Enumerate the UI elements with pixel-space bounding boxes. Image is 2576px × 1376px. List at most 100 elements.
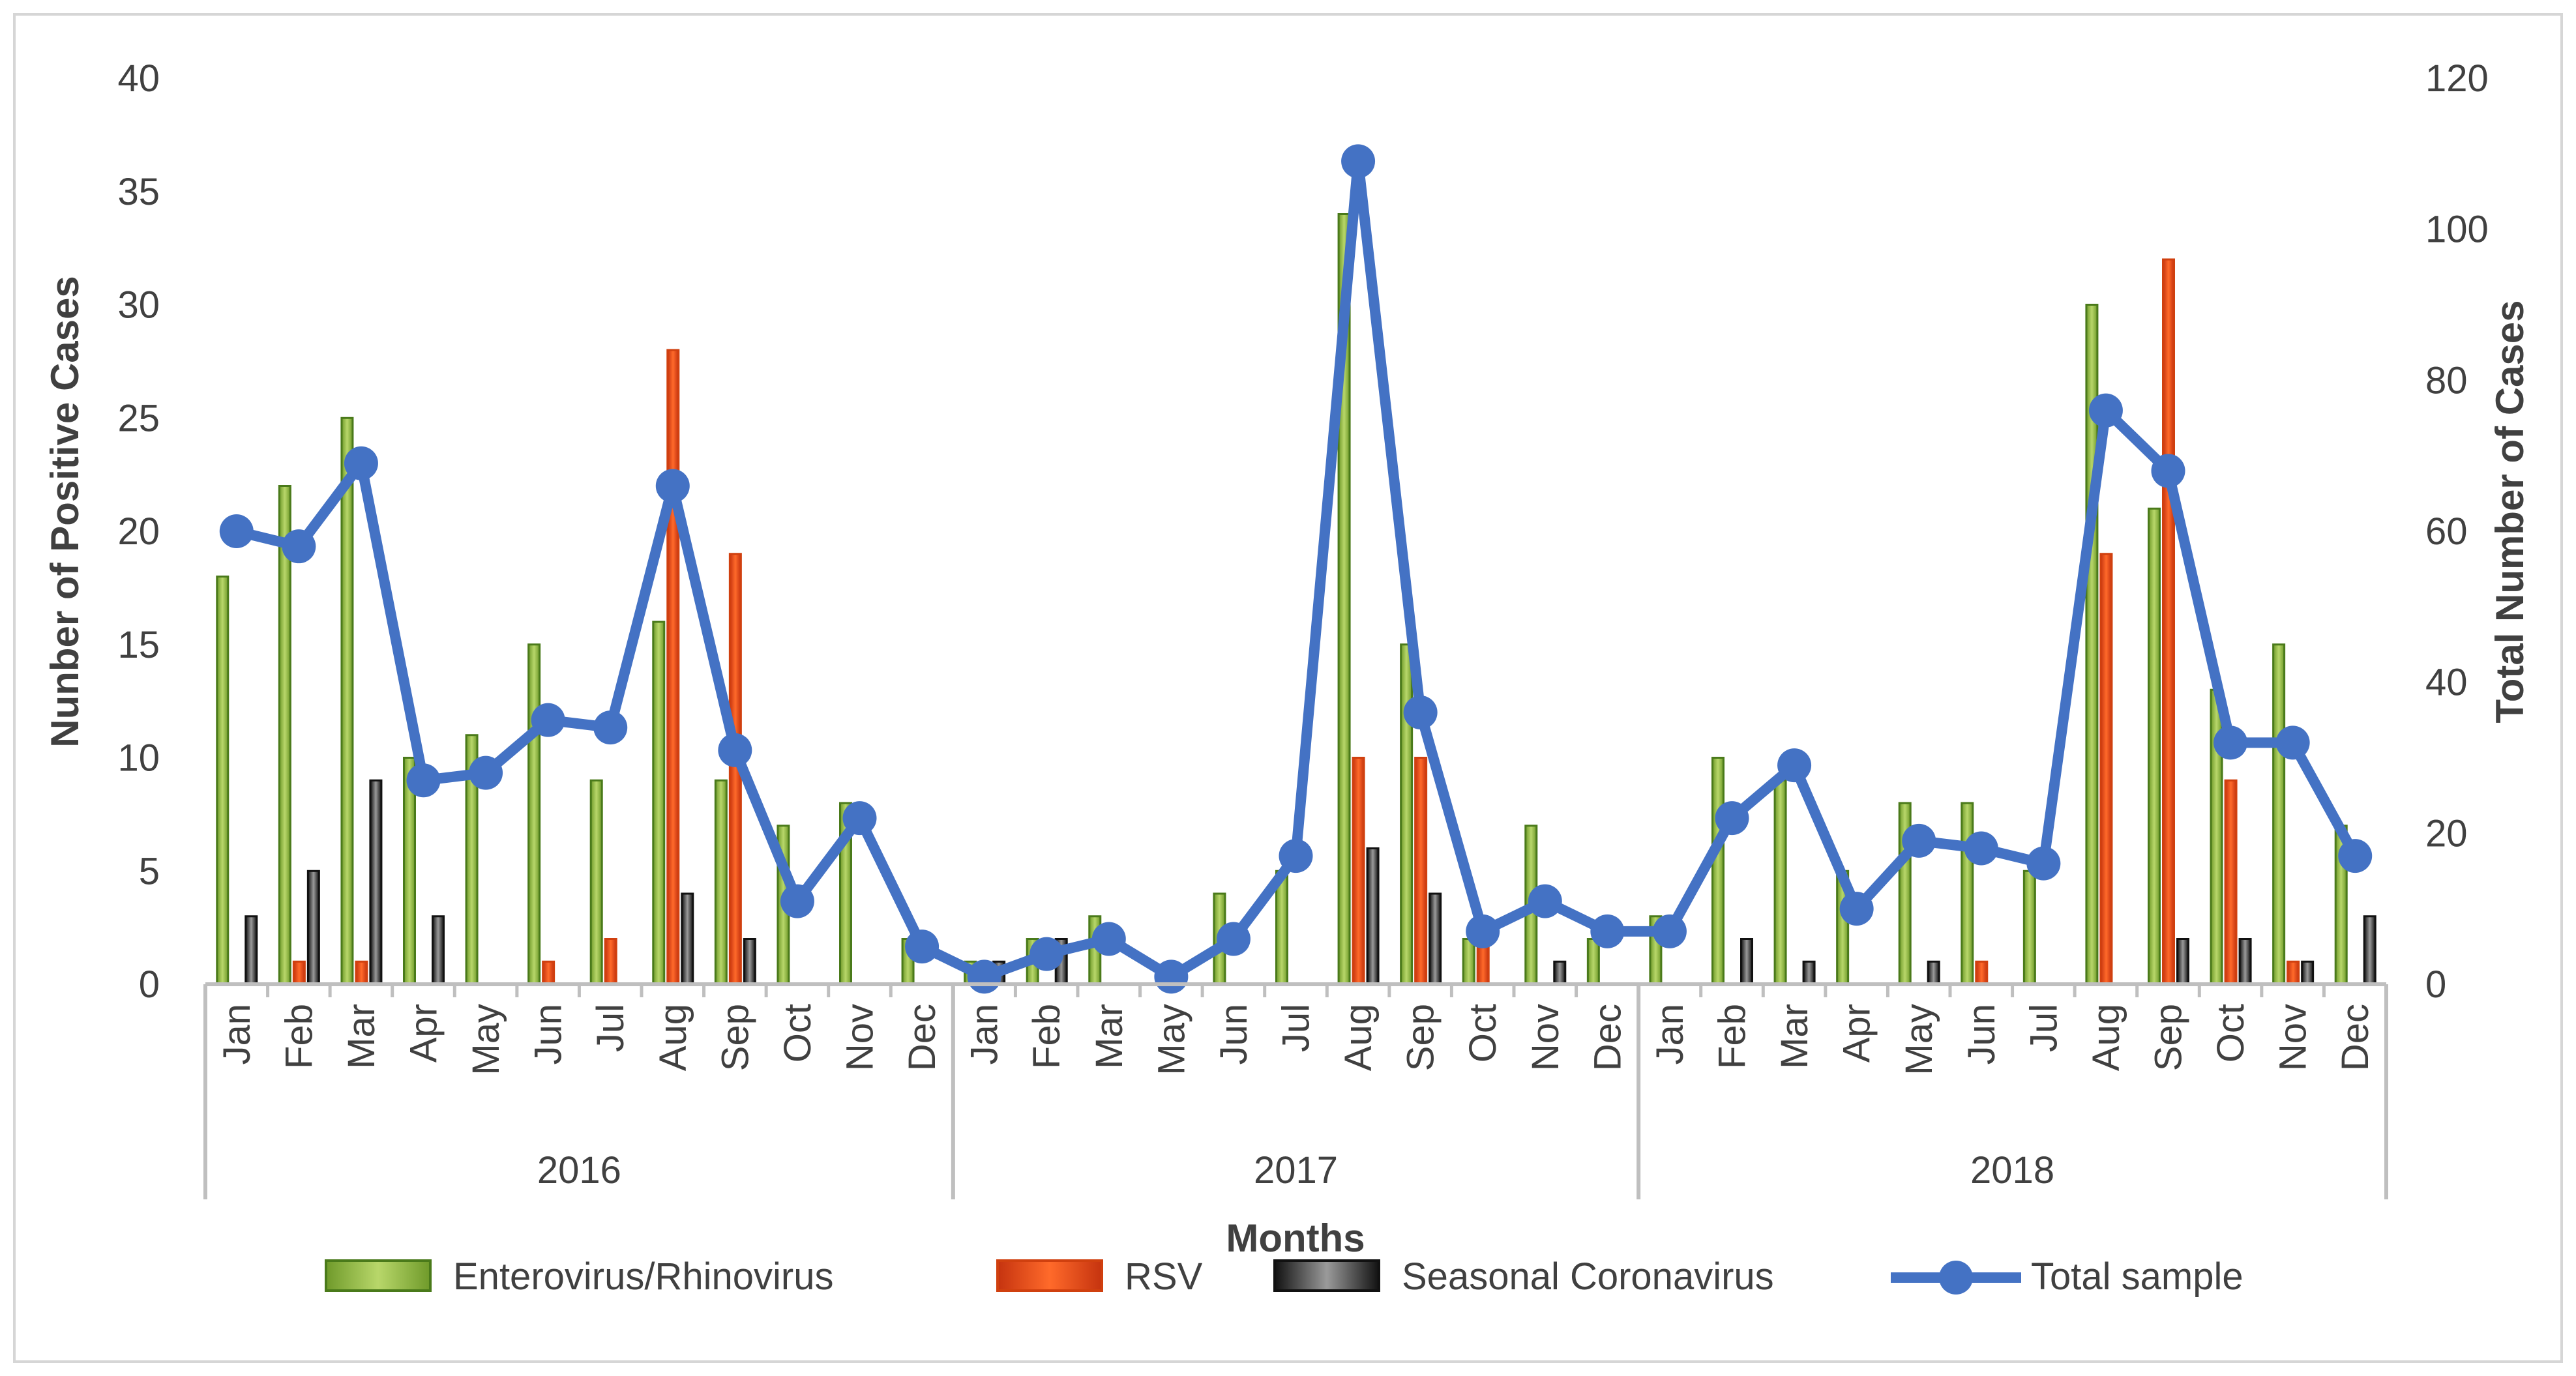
- y2-tick-label: 20: [2425, 812, 2468, 855]
- x-tick-label: Mar: [340, 1004, 383, 1069]
- x-tick-label: Oct: [777, 1004, 819, 1062]
- total-sample-point: [593, 710, 628, 745]
- y-tick-label: 10: [117, 737, 160, 780]
- x-tick-label: Jul: [1275, 1004, 1318, 1052]
- x-tick-label: Dec: [1586, 1004, 1629, 1071]
- x-tick-label: Sep: [714, 1004, 756, 1071]
- bar-rsv: [292, 960, 306, 986]
- bar-seasonal-coronavirus: [306, 870, 320, 986]
- year-label: 2016: [537, 1149, 621, 1192]
- y2-tick-label: 60: [2425, 510, 2468, 553]
- y-tick-label: 5: [139, 850, 160, 892]
- total-sample-point: [780, 884, 814, 918]
- bar-seasonal-coronavirus: [1366, 847, 1380, 986]
- x-tick-label: Sep: [2148, 1004, 2190, 1071]
- y2-axis-title: Total Number of Cases: [2488, 300, 2532, 723]
- total-sample-point: [967, 959, 1001, 994]
- bar-seasonal-coronavirus: [2363, 915, 2376, 986]
- x-tick-label: Feb: [1026, 1004, 1068, 1069]
- bar-enterovirus-rhinovirus: [216, 576, 229, 986]
- total-sample-point: [1964, 831, 1998, 866]
- bar-enterovirus-rhinovirus: [589, 779, 603, 986]
- total-sample-point: [1652, 914, 1687, 948]
- total-sample-point: [531, 703, 565, 737]
- x-tick-label: Feb: [278, 1004, 320, 1069]
- total-sample-point: [1403, 695, 1438, 729]
- x-tick-label: Apr: [403, 1004, 445, 1062]
- bar-enterovirus-rhinovirus: [1773, 779, 1787, 986]
- total-sample-point: [2088, 393, 2123, 428]
- total-sample-point: [2026, 846, 2061, 881]
- y2-tick-label: 100: [2425, 209, 2489, 251]
- chart-frame: [13, 13, 2563, 1363]
- legend-swatch: [325, 1259, 432, 1292]
- bar-rsv: [604, 938, 617, 986]
- total-sample-point: [655, 469, 690, 503]
- y-tick-label: 15: [117, 624, 160, 666]
- total-sample-point: [1341, 144, 1376, 179]
- total-sample-point: [1839, 892, 1874, 926]
- bar-rsv: [2287, 960, 2300, 986]
- bar-rsv: [1414, 757, 1428, 986]
- year-label: 2018: [1970, 1149, 2054, 1192]
- bar-enterovirus-rhinovirus: [340, 417, 354, 986]
- y2-tick-label: 40: [2425, 662, 2468, 704]
- bar-seasonal-coronavirus: [369, 779, 383, 986]
- x-axis-title: Months: [1226, 1216, 1365, 1260]
- x-tick-label: Jun: [1213, 1004, 1255, 1065]
- y-tick-label: 25: [117, 397, 160, 439]
- x-tick-label: Mar: [1088, 1004, 1131, 1069]
- legend-swatch: [996, 1259, 1103, 1292]
- bar-enterovirus-rhinovirus: [714, 779, 728, 986]
- x-tick-label: Jan: [216, 1004, 258, 1065]
- total-sample-point: [1154, 959, 1189, 994]
- y-axis-title: Nunber of Positive Cases: [43, 276, 87, 748]
- x-tick-label: May: [1898, 1004, 1940, 1076]
- x-tick-label: Dec: [2334, 1004, 2376, 1071]
- total-sample-point: [2213, 725, 2248, 760]
- x-tick-label: Oct: [1462, 1004, 1504, 1062]
- y2-tick-label: 80: [2425, 359, 2468, 402]
- bar-seasonal-coronavirus: [743, 938, 756, 986]
- total-sample-point: [406, 763, 441, 798]
- total-sample-point: [282, 529, 316, 564]
- bar-seasonal-coronavirus: [2301, 960, 2315, 986]
- total-sample-point: [905, 930, 940, 964]
- y2-tick-label: 120: [2425, 57, 2489, 100]
- x-tick-label: Apr: [1836, 1004, 1878, 1062]
- bar-enterovirus-rhinovirus: [1961, 802, 1974, 986]
- total-sample-point: [219, 514, 254, 548]
- total-sample-point: [2151, 454, 2185, 488]
- bar-enterovirus-rhinovirus: [2272, 643, 2286, 986]
- total-sample-point: [1528, 884, 1562, 918]
- bar-rsv: [666, 349, 680, 986]
- x-tick-label: Jun: [527, 1004, 570, 1065]
- y2-tick-label: 0: [2425, 963, 2446, 1006]
- total-sample-point: [1279, 839, 1313, 873]
- total-sample-point: [469, 755, 503, 790]
- bar-seasonal-coronavirus: [432, 915, 445, 986]
- total-sample-point: [1466, 914, 1500, 948]
- x-tick-label: Nov: [839, 1004, 881, 1071]
- x-tick-label: Mar: [1773, 1004, 1816, 1069]
- bar-enterovirus-rhinovirus: [278, 485, 291, 986]
- x-tick-label: Sep: [1400, 1004, 1442, 1071]
- bar-rsv: [2224, 779, 2238, 986]
- total-sample-point: [1029, 937, 1064, 971]
- total-sample-point: [1216, 922, 1251, 956]
- total-sample-point: [718, 733, 752, 767]
- bar-enterovirus-rhinovirus: [2148, 507, 2161, 986]
- x-tick-label: Jul: [2022, 1004, 2065, 1052]
- bar-seasonal-coronavirus: [1802, 960, 1816, 986]
- total-sample-point: [344, 446, 378, 480]
- bar-enterovirus-rhinovirus: [1711, 757, 1725, 986]
- legend-label: Seasonal Coronavirus: [1402, 1255, 1774, 1298]
- bar-enterovirus-rhinovirus: [2022, 870, 2036, 986]
- bar-enterovirus-rhinovirus: [1586, 938, 1600, 986]
- bar-seasonal-coronavirus: [1429, 892, 1442, 986]
- x-tick-label: Dec: [901, 1004, 943, 1071]
- bar-rsv: [2099, 553, 2113, 986]
- legend-label: Enterovirus/Rhinovirus: [453, 1255, 833, 1298]
- bar-seasonal-coronavirus: [1740, 938, 1753, 986]
- total-sample-point: [1777, 748, 1812, 783]
